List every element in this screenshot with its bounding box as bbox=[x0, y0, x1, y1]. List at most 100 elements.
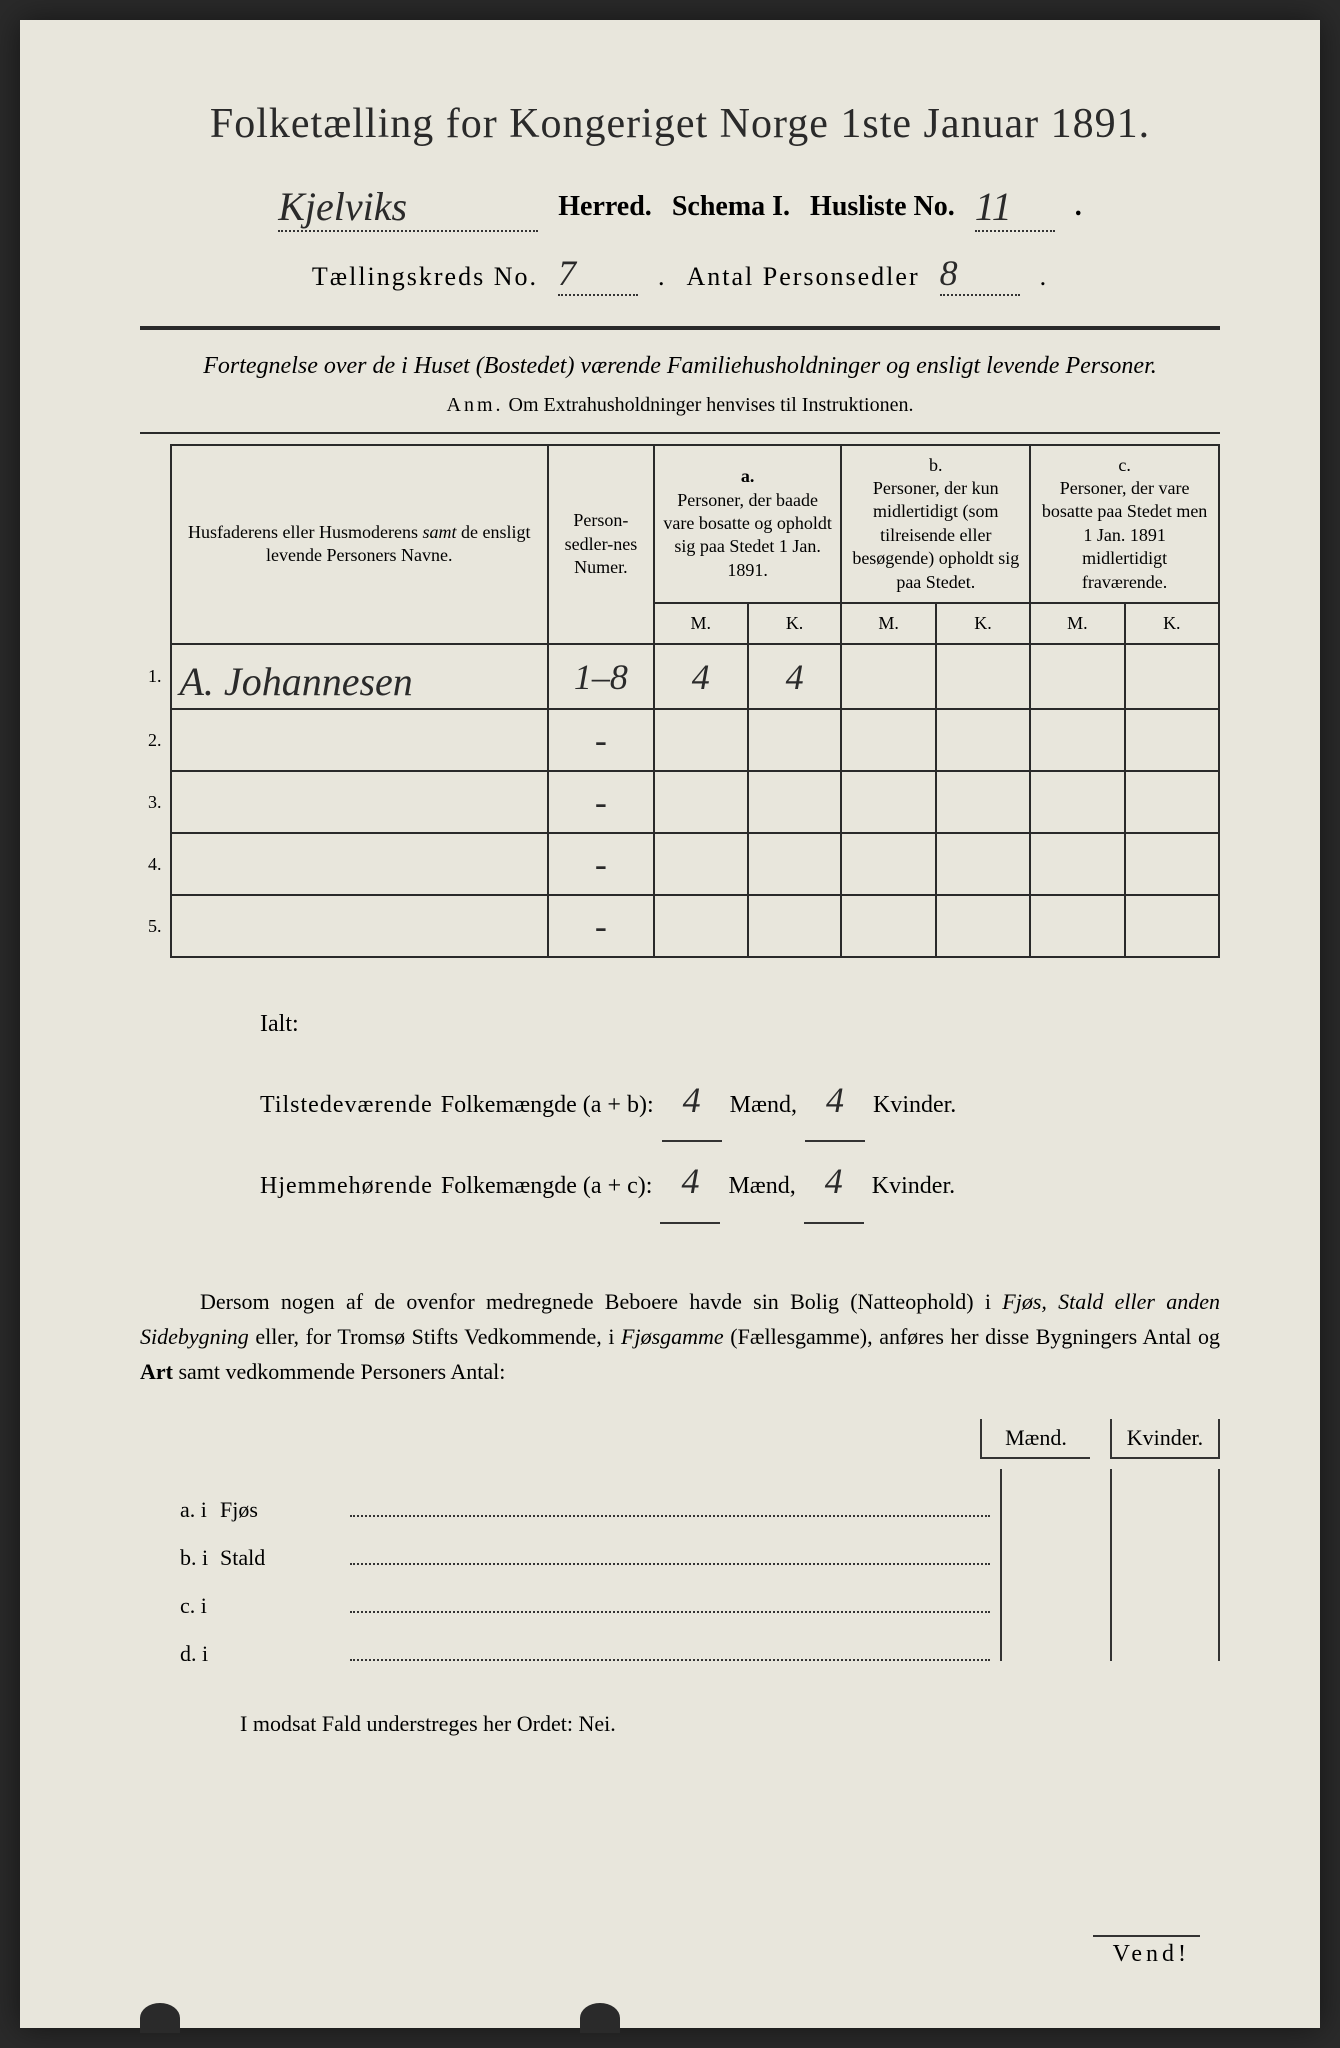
cell-name bbox=[171, 771, 549, 833]
cell-cm bbox=[1030, 644, 1124, 709]
cell-numer: - bbox=[548, 771, 654, 833]
cell-cm bbox=[1030, 895, 1124, 957]
anm-text: Anm. Anm. Om Extrahusholdninger henvises… bbox=[140, 394, 1220, 417]
row-number: 4. bbox=[140, 833, 171, 895]
cell-ck bbox=[1125, 644, 1219, 709]
table-row: 5.- bbox=[140, 895, 1219, 957]
row-number: 5. bbox=[140, 895, 171, 957]
schema-label: Schema I. bbox=[672, 191, 790, 223]
cell-cm bbox=[1030, 833, 1124, 895]
husliste-label: Husliste No. bbox=[810, 191, 955, 223]
bygning-m-cell bbox=[1000, 1613, 1110, 1661]
cell-am bbox=[654, 771, 748, 833]
bygning-m-cell bbox=[1000, 1517, 1110, 1565]
page-title: Folketælling for Kongeriget Norge 1ste J… bbox=[140, 100, 1220, 148]
ialt-2-k: 4 bbox=[804, 1142, 864, 1223]
cell-cm bbox=[1030, 709, 1124, 771]
col-numer-header: Person-sedler-nes Numer. bbox=[548, 445, 654, 645]
cell-bk bbox=[936, 771, 1030, 833]
ialt-label: Ialt: bbox=[260, 998, 1220, 1051]
row-number: 3. bbox=[140, 771, 171, 833]
bygning-dots bbox=[350, 1547, 990, 1565]
cell-am bbox=[654, 895, 748, 957]
header-row-1: Kjelviks Herred. Schema I. Husliste No. … bbox=[140, 178, 1220, 227]
ialt-section: Ialt: Tilstedeværende Folkemængde (a + b… bbox=[140, 998, 1220, 1223]
bygning-label: a. i bbox=[140, 1497, 220, 1523]
col-am: M. bbox=[654, 603, 748, 644]
bygning-row: b. iStald bbox=[140, 1517, 1220, 1565]
col-ck: K. bbox=[1125, 603, 1219, 644]
cell-bk bbox=[936, 833, 1030, 895]
bygning-dots bbox=[350, 1643, 990, 1661]
cell-numer: - bbox=[548, 833, 654, 895]
bygning-k-cell bbox=[1110, 1469, 1220, 1517]
bygning-k-cell bbox=[1110, 1613, 1220, 1661]
vend-label: Vend! bbox=[1093, 1935, 1200, 1968]
kreds-label: Tællingskreds No. bbox=[312, 262, 538, 292]
herred-label: Herred. bbox=[558, 191, 652, 223]
bygning-row: d. i bbox=[140, 1613, 1220, 1661]
cell-ak bbox=[748, 771, 842, 833]
bygning-kvinder-header: Kvinder. bbox=[1110, 1419, 1220, 1459]
cell-ak bbox=[748, 709, 842, 771]
bygning-label: c. i bbox=[140, 1593, 220, 1619]
fortegnelse-text: Fortegnelse over de i Huset (Bostedet) v… bbox=[140, 350, 1220, 384]
cell-name bbox=[171, 709, 549, 771]
cell-bm bbox=[841, 771, 935, 833]
cell-bk bbox=[936, 895, 1030, 957]
cell-ck bbox=[1125, 771, 1219, 833]
antal-value: 8 bbox=[940, 252, 1020, 296]
page-tear bbox=[580, 2003, 620, 2033]
cell-numer: - bbox=[548, 709, 654, 771]
bygning-m-cell bbox=[1000, 1565, 1110, 1613]
cell-ck bbox=[1125, 833, 1219, 895]
cell-bm bbox=[841, 644, 935, 709]
cell-ak: 4 bbox=[748, 644, 842, 709]
header-row-2: Tællingskreds No. 7 . Antal Personsedler… bbox=[140, 252, 1220, 296]
bygning-row: c. i bbox=[140, 1565, 1220, 1613]
bygning-table: Mænd. Kvinder. a. iFjøsb. iStaldc. id. i bbox=[140, 1419, 1220, 1661]
col-names-header: Husfaderens eller Husmoderens samt de en… bbox=[171, 445, 549, 645]
cell-am bbox=[654, 709, 748, 771]
cell-ck bbox=[1125, 895, 1219, 957]
cell-numer: 1–8 bbox=[548, 644, 654, 709]
ialt-1-k: 4 bbox=[805, 1061, 865, 1142]
kreds-value: 7 bbox=[558, 252, 638, 296]
dersom-text: Dersom nogen af de ovenfor medregnede Be… bbox=[140, 1284, 1220, 1390]
cell-name bbox=[171, 833, 549, 895]
bygning-k-cell bbox=[1110, 1517, 1220, 1565]
bygning-label: d. i bbox=[140, 1641, 220, 1667]
bygning-k-cell bbox=[1110, 1565, 1220, 1613]
divider bbox=[140, 326, 1220, 330]
ialt-1-m: 4 bbox=[662, 1061, 722, 1142]
bygning-type: Stald bbox=[220, 1545, 340, 1571]
herred-value: Kjelviks bbox=[278, 183, 538, 232]
col-ak: K. bbox=[748, 603, 842, 644]
col-bk: K. bbox=[936, 603, 1030, 644]
row-number: 1. bbox=[140, 644, 171, 709]
ialt-line-2: Hjemmehørende Folkemængde (a + c): 4 Mæn… bbox=[260, 1142, 1220, 1223]
cell-am: 4 bbox=[654, 644, 748, 709]
row-number: 2. bbox=[140, 709, 171, 771]
col-c-header: c.Personer, der vare bosatte paa Stedet … bbox=[1030, 445, 1219, 603]
bygning-maend-header: Mænd. bbox=[980, 1419, 1090, 1459]
table-row: 2. - bbox=[140, 709, 1219, 771]
cell-ak bbox=[748, 895, 842, 957]
bygning-m-cell bbox=[1000, 1469, 1110, 1517]
cell-bm bbox=[841, 709, 935, 771]
antal-label: Antal Personsedler bbox=[686, 262, 919, 292]
col-bm: M. bbox=[841, 603, 935, 644]
cell-cm bbox=[1030, 771, 1124, 833]
bygning-dots bbox=[350, 1595, 990, 1613]
ialt-line-1: Tilstedeværende Folkemængde (a + b): 4 M… bbox=[260, 1061, 1220, 1142]
cell-bm bbox=[841, 833, 935, 895]
cell-am bbox=[654, 833, 748, 895]
ialt-2-m: 4 bbox=[660, 1142, 720, 1223]
page-tear bbox=[140, 2003, 180, 2033]
cell-bk bbox=[936, 709, 1030, 771]
husliste-value: 11 bbox=[975, 183, 1055, 232]
col-b-header: b.Personer, der kun midlertidigt (som ti… bbox=[841, 445, 1030, 603]
col-cm: M. bbox=[1030, 603, 1124, 644]
bygning-type: Fjøs bbox=[220, 1497, 340, 1523]
modsat-text: I modsat Fald understreges her Ordet: Ne… bbox=[140, 1711, 1220, 1737]
